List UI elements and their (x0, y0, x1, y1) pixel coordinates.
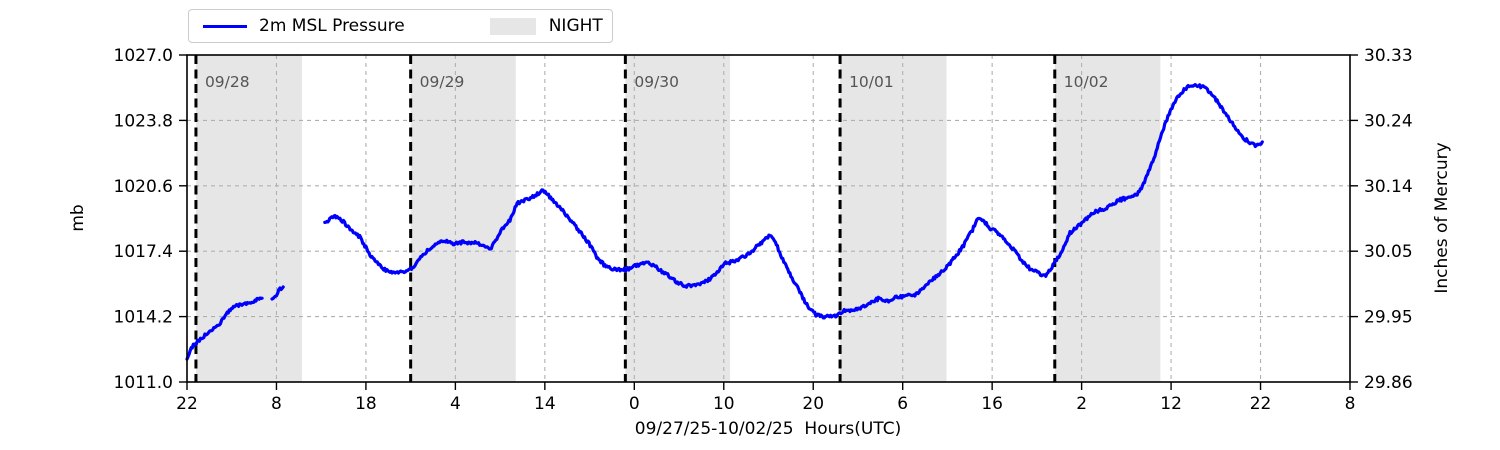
date-label: 09/30 (634, 73, 679, 91)
x-tick-label: 22 (1250, 394, 1272, 414)
night-band (840, 55, 947, 382)
y-tick-label-left: 1027.0 (114, 46, 173, 66)
pressure-line-segment (185, 296, 264, 361)
x-tick-label: 10 (713, 394, 735, 414)
x-tick-label: 20 (802, 394, 824, 414)
x-tick-label: 14 (534, 394, 556, 414)
x-tick-label: 2 (1076, 394, 1087, 414)
y-tick-label-right: 29.86 (1364, 373, 1413, 393)
date-label: 09/28 (205, 73, 250, 91)
y-tick-label-left: 1023.8 (114, 111, 173, 131)
y-tick-label-right: 30.05 (1364, 242, 1413, 262)
legend-night-label: NIGHT (548, 16, 603, 36)
x-tick-label: 18 (355, 394, 377, 414)
y-tick-label-left: 1017.4 (114, 242, 173, 262)
y-tick-label-right: 29.95 (1364, 308, 1413, 328)
legend: 2m MSL Pressure NIGHT (188, 9, 613, 43)
x-tick-label: 16 (981, 394, 1003, 414)
x-tick-label: 6 (897, 394, 908, 414)
y-tick-label-left: 1011.0 (114, 373, 173, 393)
x-tick-label: 8 (1345, 394, 1356, 414)
y-tick-label-right: 30.14 (1364, 177, 1413, 197)
y-tick-label-left: 1020.6 (114, 177, 173, 197)
night-band (410, 55, 516, 382)
date-label: 10/02 (1064, 73, 1109, 91)
y-axis-label-left: mb (68, 204, 88, 232)
x-tick-label: 0 (629, 394, 640, 414)
legend-night-patch (489, 17, 536, 35)
y-tick-label-right: 30.24 (1364, 111, 1413, 131)
date-label: 10/01 (849, 73, 894, 91)
legend-line-sample (203, 24, 247, 28)
x-tick-label: 4 (450, 394, 461, 414)
pressure-line-segment (270, 285, 285, 301)
x-tick-label: 12 (1160, 394, 1182, 414)
y-axis-label-right: Inches of Mercury (1432, 142, 1452, 294)
y-tick-label-left: 1014.2 (114, 308, 173, 328)
x-axis-label: 09/27/25-10/02/25 Hours(UTC) (634, 419, 902, 439)
night-band (195, 55, 302, 382)
x-tick-label: 8 (271, 394, 282, 414)
night-band (625, 55, 731, 382)
night-band (1054, 55, 1161, 382)
x-tick-label: 22 (176, 394, 198, 414)
legend-pressure-label: 2m MSL Pressure (259, 16, 405, 36)
pressure-line-segment (323, 82, 1264, 320)
y-tick-label-right: 30.33 (1364, 46, 1413, 66)
date-label: 09/29 (420, 73, 465, 91)
plot-border (186, 54, 1351, 383)
